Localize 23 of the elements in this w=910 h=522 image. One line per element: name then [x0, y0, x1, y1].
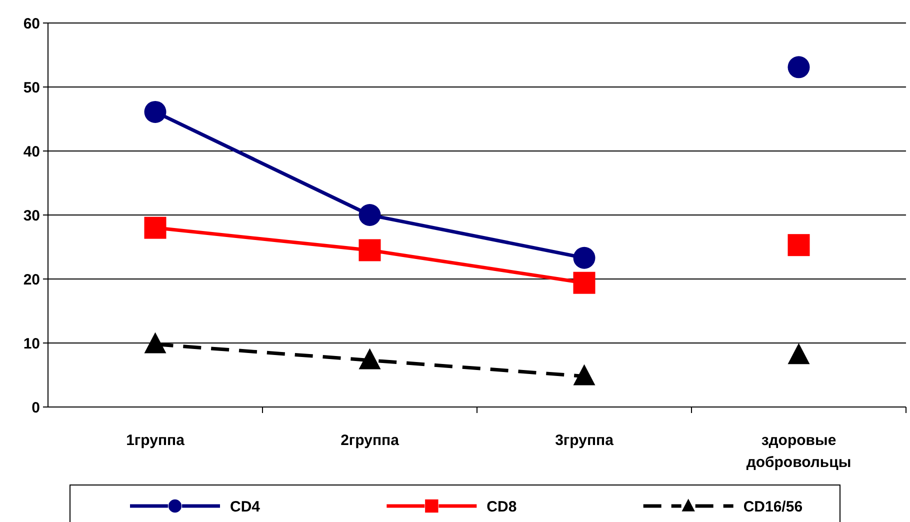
point	[358, 239, 381, 262]
point	[573, 272, 596, 294]
point	[573, 364, 596, 386]
x-tick-label: 3группа	[555, 432, 614, 449]
y-tick-label: 10	[23, 335, 40, 352]
y-tick-label: 30	[23, 207, 40, 224]
y-tick-label: 20	[23, 271, 40, 288]
y-tick-label: 40	[23, 143, 40, 160]
legend-label: CD16/56	[743, 498, 803, 516]
x-tick-label: здоровые добровольцы	[746, 432, 852, 471]
point	[144, 100, 166, 123]
point	[358, 204, 381, 226]
x-tick-label: 1группа	[126, 432, 186, 449]
point	[358, 348, 381, 370]
legend-label: CD4	[230, 498, 261, 516]
y-tick-label: 60	[23, 15, 40, 32]
point	[573, 246, 596, 269]
point	[144, 332, 166, 354]
point	[144, 216, 166, 239]
y-tick-label: 0	[32, 399, 40, 416]
legend-label: CD8	[486, 498, 517, 516]
x-tick-label: 2группа	[340, 432, 400, 449]
y-tick-label: 50	[23, 79, 40, 96]
